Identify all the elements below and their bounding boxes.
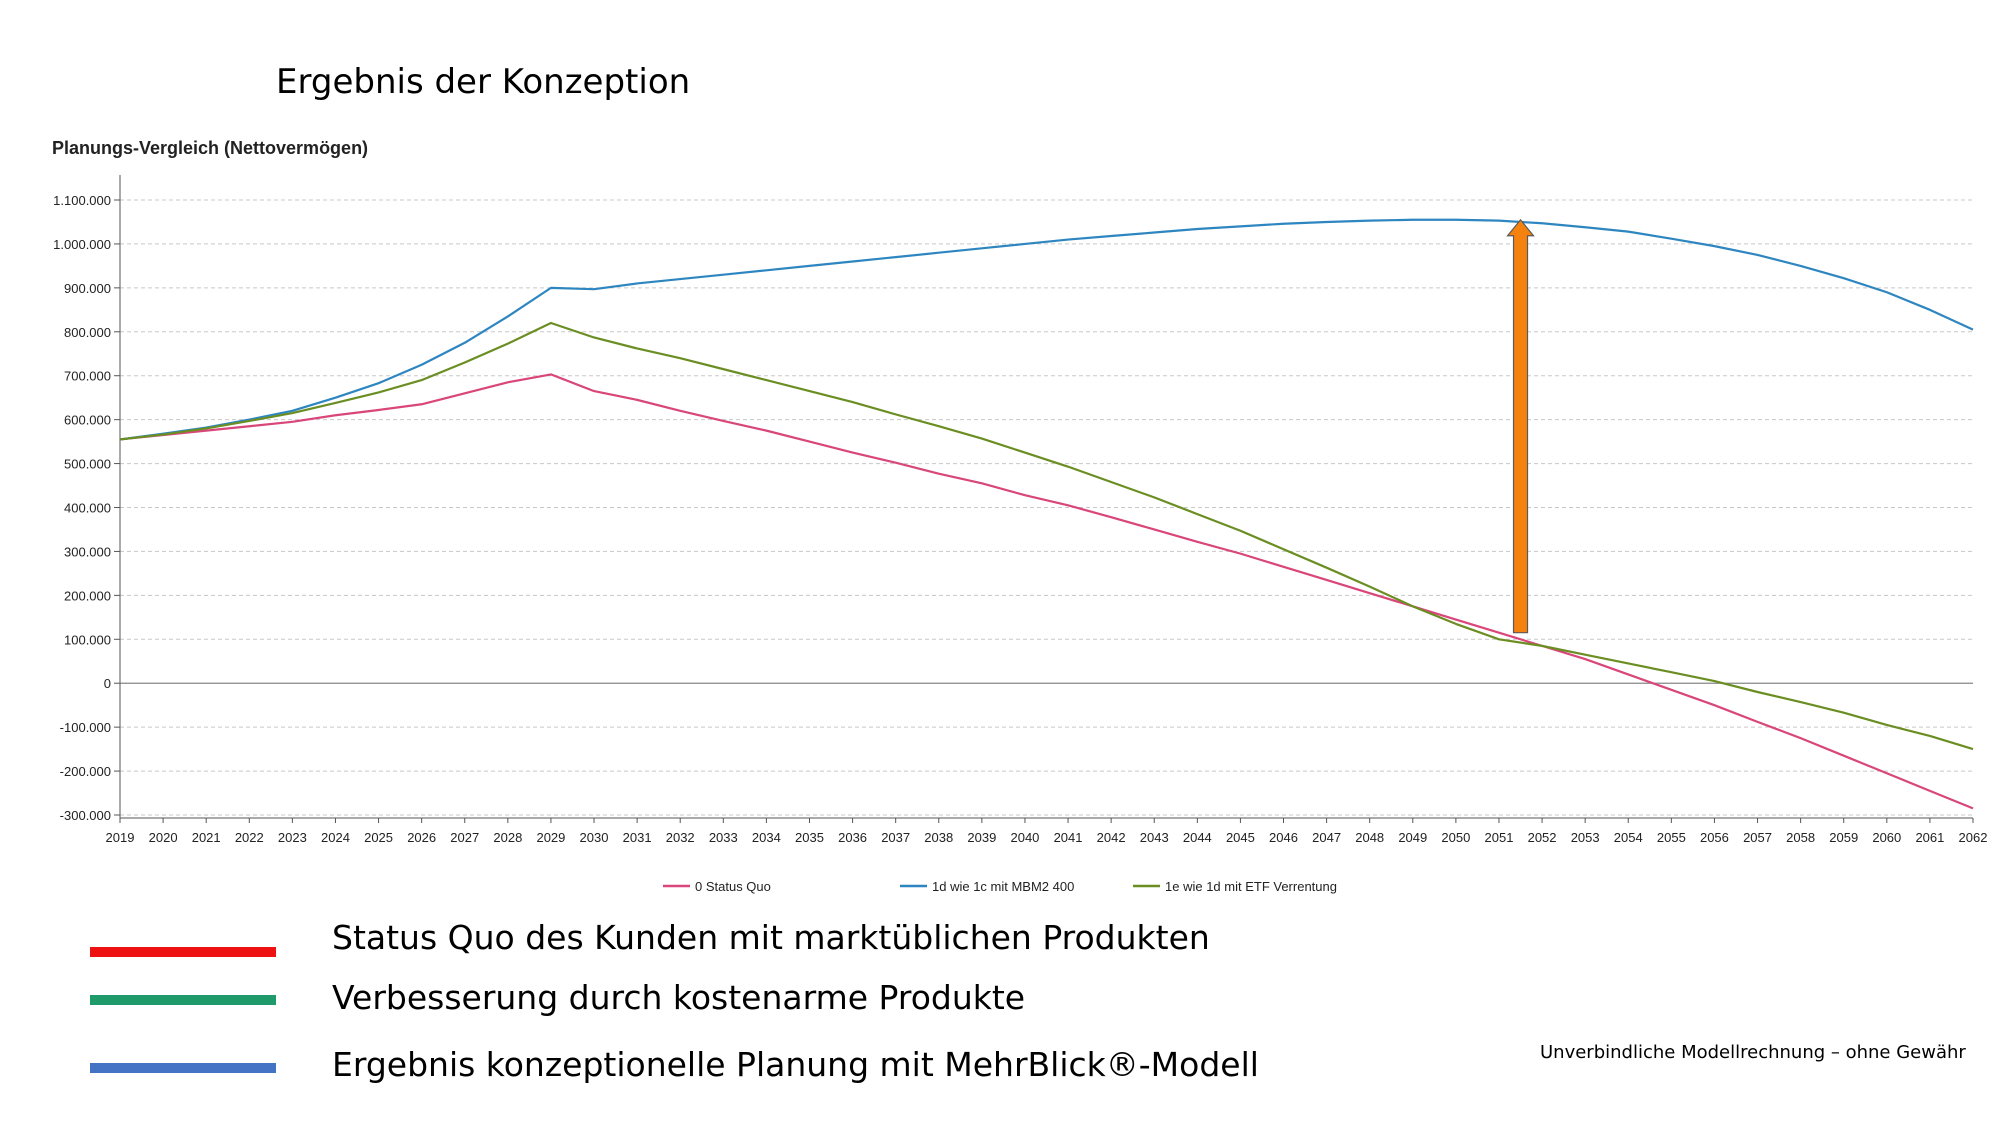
annotations (1506, 218, 1535, 634)
x-tick-label: 2035 (795, 830, 824, 845)
x-tick-label: 2049 (1398, 830, 1427, 845)
y-tick-label: 700.000 (64, 369, 111, 384)
x-tick-label: 2039 (967, 830, 996, 845)
legend-label: 0 Status Quo (695, 879, 771, 894)
x-tick-label: 2048 (1355, 830, 1384, 845)
y-tick-label: 300.000 (64, 544, 111, 559)
annotation-arrow (1506, 218, 1535, 634)
x-tick-label: 2044 (1183, 830, 1212, 845)
legend-bar-low-cost (90, 995, 276, 1005)
legend-label: 1e wie 1d mit ETF Verrentung (1165, 879, 1337, 894)
x-tick-label: 2026 (407, 830, 436, 845)
legend-text-status-quo: Status Quo des Kunden mit marktüblichen … (332, 918, 1210, 957)
x-tick-label: 2047 (1312, 830, 1341, 845)
y-tick-label: 100.000 (64, 632, 111, 647)
x-tick-label: 2029 (536, 830, 565, 845)
x-tick-label: 2052 (1528, 830, 1557, 845)
grid-lines (120, 199, 1973, 816)
y-tick-label: 800.000 (64, 325, 111, 340)
x-tick-label: 2027 (450, 830, 479, 845)
y-tick-label: 900.000 (64, 281, 111, 296)
x-tick-label: 2034 (752, 830, 781, 845)
x-tick-label: 2053 (1571, 830, 1600, 845)
legend-label: 1d wie 1c mit MBM2 400 (932, 879, 1074, 894)
y-tick-labels: 1.100.000 1.000.000 900.000 800.000 700.000 6… (53, 193, 111, 823)
chart-title: Planungs-Vergleich (Nettovermögen) (52, 138, 369, 158)
x-tick-label: 2032 (666, 830, 695, 845)
disclaimer: Unverbindliche Modellrechnung – ohne Gew… (1540, 1042, 1966, 1063)
x-tick-label: 2045 (1226, 830, 1255, 845)
x-tick-label: 2033 (709, 830, 738, 845)
x-tick-label: 2020 (149, 830, 178, 845)
x-tick-label: 2050 (1441, 830, 1470, 845)
x-tick-label: 2024 (321, 830, 350, 845)
x-tick-label: 2060 (1872, 830, 1901, 845)
x-tick-label: 2021 (192, 830, 221, 845)
line-chart: 1.100.000 1.000.000 900.000 800.000 700.000 6… (53, 175, 1988, 894)
x-tick-label: 2040 (1010, 830, 1039, 845)
x-tick-label: 2062 (1959, 830, 1988, 845)
x-tick-label: 2054 (1614, 830, 1643, 845)
y-tick-label: 200.000 (64, 588, 111, 603)
x-tick-label: 2042 (1097, 830, 1126, 845)
y-tick-label: -300.000 (60, 808, 111, 823)
axes (114, 175, 1974, 823)
y-tick-label: -100.000 (60, 720, 111, 735)
y-tick-label: 0 (104, 676, 111, 691)
x-tick-label: 2031 (623, 830, 652, 845)
x-tick-label: 2036 (838, 830, 867, 845)
x-tick-label: 2059 (1829, 830, 1858, 845)
x-tick-label: 2023 (278, 830, 307, 845)
x-tick-label: 2043 (1140, 830, 1169, 845)
x-tick-labels: 2019 2020 2021 2022 2023 2024 2025 2026 2027 2028… (106, 830, 1988, 845)
y-tick-label: 600.000 (64, 413, 111, 428)
y-tick-label: 1.000.000 (53, 237, 111, 252)
x-tick-label: 2056 (1700, 830, 1729, 845)
x-tick-label: 2061 (1915, 830, 1944, 845)
x-tick-label: 2019 (106, 830, 135, 845)
x-tick-label: 2038 (924, 830, 953, 845)
series-line-status-quo (119, 373, 1974, 810)
x-tick-label: 2051 (1485, 830, 1514, 845)
legend-bar-mehrblick (90, 1063, 276, 1073)
legend-text-low-cost: Verbesserung durch kostenarme Produkte (332, 978, 1026, 1017)
y-tick-label: -200.000 (60, 764, 111, 779)
y-tick-label: 500.000 (64, 457, 111, 472)
x-tick-label: 2057 (1743, 830, 1772, 845)
x-tick-label: 2046 (1269, 830, 1298, 845)
y-tick-label: 400.000 (64, 501, 111, 516)
y-tick-label: 1.100.000 (53, 193, 111, 208)
x-tick-label: 2037 (881, 830, 910, 845)
legend-text-mehrblick: Ergebnis konzeptionelle Planung mit Mehr… (332, 1045, 1259, 1084)
series-line-etf-verrentung (119, 321, 1974, 751)
legend-bar-status-quo (90, 947, 276, 957)
x-tick-label: 2058 (1786, 830, 1815, 845)
x-tick-label: 2025 (364, 830, 393, 845)
x-tick-label: 2055 (1657, 830, 1686, 845)
series-line-mbm2-400 (119, 218, 1974, 441)
x-tick-label: 2041 (1054, 830, 1083, 845)
x-tick-label: 2028 (493, 830, 522, 845)
slide-title: Ergebnis der Konzeption (276, 62, 691, 102)
chart-legend: 0 Status Quo 1d wie 1c mit MBM2 400 1e wie… (663, 879, 1337, 894)
x-tick-label: 2030 (580, 830, 609, 845)
series-lines (119, 218, 1974, 810)
x-tick-label: 2022 (235, 830, 264, 845)
